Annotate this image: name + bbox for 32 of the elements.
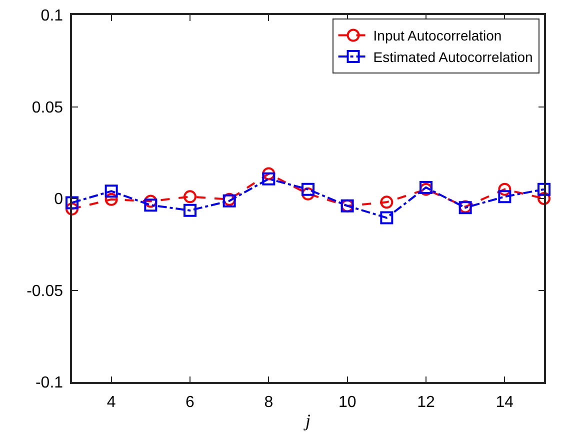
y-tick-label: 0.05 [32, 99, 64, 116]
point [302, 187, 314, 200]
x-tick-label: 4 [106, 394, 116, 411]
point [144, 198, 158, 212]
x-tick-label: 6 [186, 394, 195, 411]
point [380, 211, 394, 224]
legend-label: Estimated Autocorrelation [373, 48, 533, 65]
point [538, 182, 550, 196]
point [262, 172, 276, 186]
point [498, 182, 512, 196]
y-tick-label: -0.05 [26, 282, 64, 300]
point [104, 192, 118, 206]
x-tick-label: 12 [417, 394, 435, 411]
x-axis-title: j [303, 410, 311, 431]
point [538, 192, 550, 205]
point [144, 194, 158, 208]
point [184, 204, 196, 217]
point [302, 182, 314, 196]
y-tick-label: 0.1 [40, 8, 64, 25]
point [66, 202, 78, 216]
legend-label: Input Autocorrelation [373, 28, 502, 44]
point [262, 167, 276, 180]
x-tick-label: 10 [338, 394, 356, 411]
y-tick-label: -0.1 [35, 374, 64, 392]
x-tick-label: 8 [264, 394, 274, 411]
point [104, 184, 118, 198]
point [184, 190, 196, 204]
y-tick-label: 0 [54, 191, 64, 208]
point [498, 190, 512, 204]
point [380, 196, 394, 209]
x-tick-label: 14 [496, 394, 514, 411]
point [66, 196, 78, 210]
